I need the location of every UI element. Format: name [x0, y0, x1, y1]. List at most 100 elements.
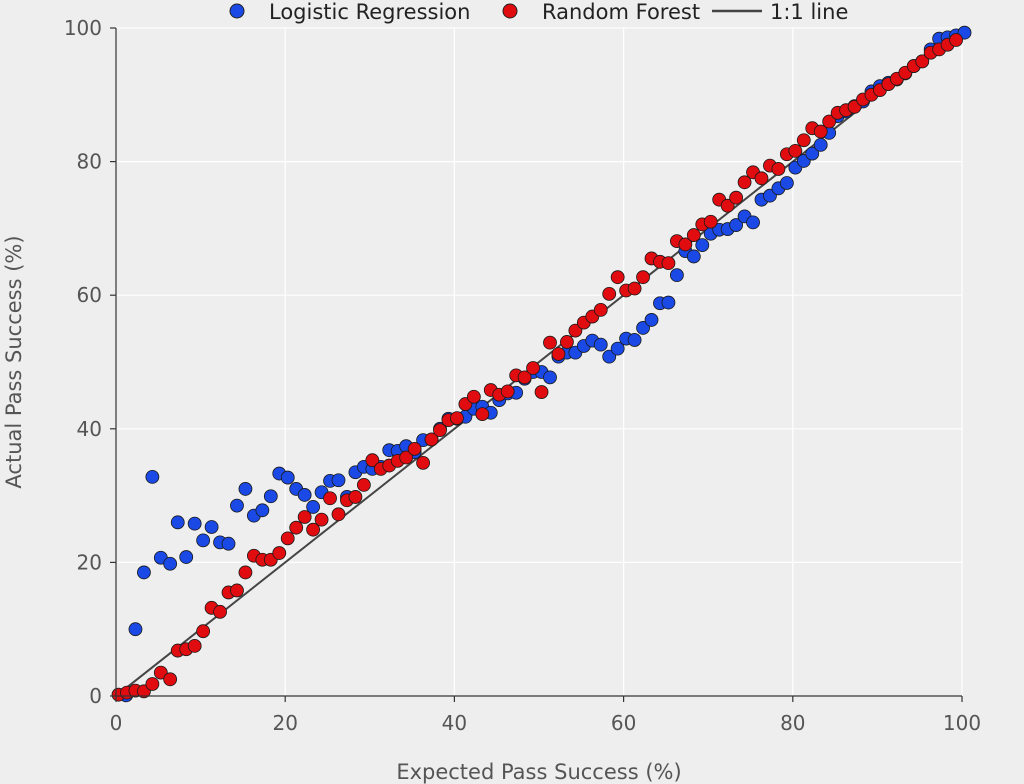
y-tick-label: 60: [77, 283, 102, 307]
point-random-forest: [289, 520, 304, 535]
point-random-forest: [737, 175, 752, 190]
legend-marker-random-forest: [502, 3, 518, 19]
point-random-forest: [466, 389, 481, 404]
point-random-forest: [297, 510, 312, 524]
point-random-forest: [593, 302, 608, 317]
point-logistic-regression: [179, 550, 194, 564]
x-tick-label: 20: [272, 711, 297, 735]
point-random-forest: [450, 411, 464, 426]
point-logistic-regression: [306, 500, 321, 514]
point-random-forest: [196, 624, 211, 639]
point-random-forest: [560, 335, 574, 349]
point-logistic-regression: [204, 520, 219, 534]
point-random-forest: [915, 54, 930, 69]
axes: [115, 28, 962, 697]
point-random-forest: [213, 604, 227, 619]
y-tick-label: 100: [64, 16, 102, 40]
point-logistic-regression: [686, 249, 701, 264]
point-logistic-regression: [602, 349, 617, 364]
y-axis-ticks: 0 20 40 60 80 100: [64, 16, 116, 708]
y-tick-label: 20: [77, 550, 102, 574]
point-logistic-regression: [627, 333, 642, 347]
point-random-forest: [348, 490, 363, 504]
point-random-forest: [323, 491, 337, 506]
x-tick-label: 100: [943, 711, 981, 735]
point-random-forest: [399, 450, 414, 465]
point-logistic-regression: [729, 218, 744, 232]
point-random-forest: [407, 441, 422, 456]
point-random-forest: [627, 281, 642, 296]
point-random-forest: [754, 171, 769, 186]
point-logistic-regression: [610, 341, 625, 356]
point-random-forest: [365, 453, 380, 468]
point-logistic-regression: [331, 473, 346, 488]
point-random-forest: [610, 270, 625, 285]
point-random-forest: [788, 144, 803, 158]
point-logistic-regression: [187, 516, 202, 531]
point-random-forest: [416, 455, 430, 470]
x-axis-ticks: 0 20 40 60 80 100: [110, 696, 981, 735]
point-random-forest: [163, 672, 178, 687]
point-random-forest: [424, 432, 439, 447]
data-points: [111, 25, 972, 703]
point-random-forest: [729, 190, 744, 205]
x-tick-label: 40: [442, 711, 467, 735]
point-random-forest: [500, 384, 515, 399]
x-tick-label: 80: [780, 711, 805, 735]
legend: Logistic Regression Random Forest 1:1 li…: [229, 0, 848, 24]
point-random-forest: [433, 423, 447, 438]
point-random-forest: [526, 361, 540, 375]
point-random-forest: [356, 478, 371, 492]
point-random-forest: [636, 270, 650, 285]
legend-marker-logistic-regression: [229, 3, 245, 19]
y-tick-label: 0: [89, 684, 102, 708]
point-logistic-regression: [746, 215, 760, 230]
point-random-forest: [822, 114, 837, 129]
point-logistic-regression: [644, 313, 659, 327]
point-logistic-regression: [145, 469, 160, 484]
point-random-forest: [678, 237, 693, 252]
point-random-forest: [796, 133, 811, 148]
point-logistic-regression: [221, 536, 236, 551]
point-random-forest: [272, 546, 287, 560]
point-random-forest: [517, 370, 532, 385]
point-random-forest: [187, 639, 202, 653]
point-random-forest: [543, 335, 557, 350]
point-random-forest: [153, 665, 168, 680]
point-random-forest: [331, 507, 346, 522]
point-logistic-regression: [163, 556, 178, 571]
point-random-forest: [813, 124, 828, 139]
point-random-forest: [238, 565, 253, 580]
point-logistic-regression: [230, 498, 244, 513]
point-random-forest: [568, 323, 583, 338]
point-logistic-regression: [170, 515, 185, 530]
point-random-forest: [230, 583, 244, 598]
x-tick-label: 0: [110, 711, 123, 735]
y-tick-label: 80: [77, 150, 102, 174]
point-logistic-regression: [593, 337, 608, 352]
point-random-forest: [306, 522, 321, 537]
point-random-forest: [703, 214, 718, 229]
x-tick-label: 60: [611, 711, 636, 735]
point-random-forest: [314, 512, 329, 527]
point-logistic-regression: [297, 488, 312, 502]
y-tick-label: 40: [77, 417, 102, 441]
legend-label-logistic-regression: Logistic Regression: [269, 0, 470, 24]
point-logistic-regression: [255, 503, 270, 518]
legend-label-random-forest: Random Forest: [542, 0, 700, 24]
point-random-forest: [475, 407, 490, 422]
point-logistic-regression: [661, 295, 676, 310]
point-random-forest: [686, 228, 701, 242]
point-logistic-regression: [813, 137, 828, 152]
x-axis-title: Expected Pass Success (%): [396, 760, 681, 784]
point-logistic-regression: [128, 622, 143, 637]
point-random-forest: [771, 162, 786, 176]
point-random-forest: [280, 531, 295, 546]
point-logistic-regression: [280, 470, 295, 485]
point-random-forest: [720, 198, 735, 213]
point-logistic-regression: [779, 176, 794, 190]
point-logistic-regression: [137, 565, 151, 580]
point-logistic-regression: [805, 146, 820, 161]
point-random-forest: [551, 347, 566, 361]
